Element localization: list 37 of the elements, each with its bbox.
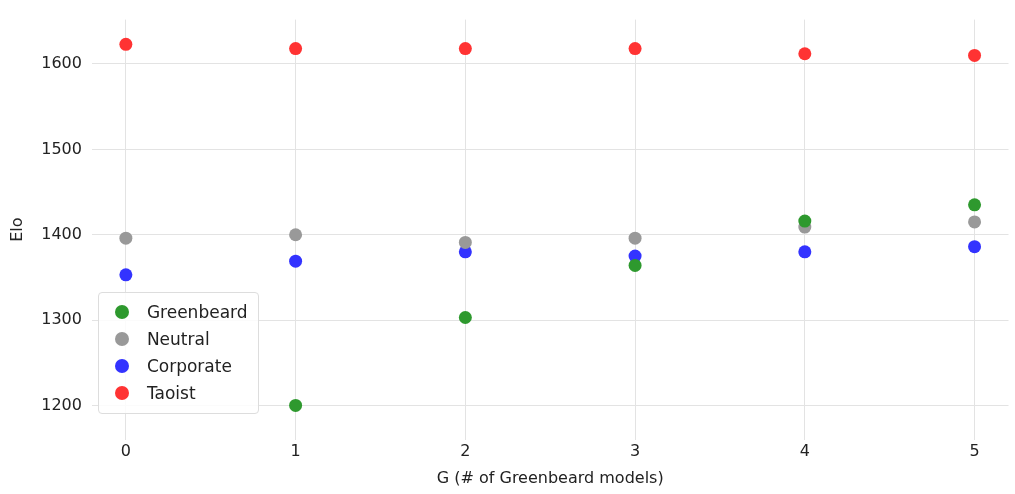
point	[289, 398, 303, 412]
legend-label: Corporate	[146, 356, 232, 377]
x-axis-title: G (# of Greenbeard models)	[436, 467, 664, 487]
point	[119, 268, 133, 282]
x-tick-label: 1	[290, 441, 301, 461]
point	[968, 215, 982, 229]
y-tick-label: 1200	[41, 394, 82, 414]
x-tick-label: 5	[969, 441, 980, 461]
y-tick-label: 1400	[41, 223, 82, 243]
point	[289, 228, 303, 242]
point	[458, 311, 472, 325]
point	[798, 245, 812, 259]
point	[289, 254, 303, 268]
point	[628, 42, 642, 56]
y-tick-label: 1300	[41, 309, 82, 329]
x-tick-label: 3	[629, 441, 641, 461]
point	[968, 240, 982, 254]
y-tick-label: 1600	[41, 53, 82, 73]
point	[798, 214, 812, 228]
legend-label: Neutral	[146, 329, 210, 350]
legend-label: Greenbeard	[146, 302, 248, 323]
point	[628, 258, 642, 272]
x-tick-label: 2	[460, 441, 471, 461]
y-axis-title: Elo	[6, 217, 26, 242]
point	[968, 48, 982, 62]
x-tick-label: 0	[120, 441, 131, 461]
point	[119, 37, 133, 51]
legend-label: Taoist	[146, 383, 196, 404]
point	[968, 198, 982, 212]
point	[458, 42, 472, 56]
y-tick-label: 1500	[41, 138, 82, 158]
point	[798, 47, 812, 61]
point	[119, 231, 133, 245]
point	[458, 235, 472, 249]
x-tick-label: 4	[799, 441, 810, 461]
point	[628, 231, 642, 245]
point	[289, 42, 303, 56]
